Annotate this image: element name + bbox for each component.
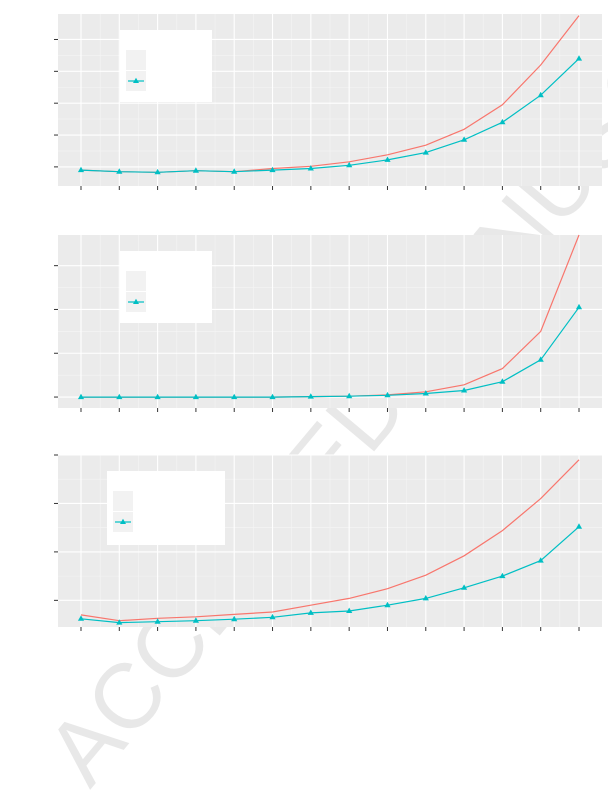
data-point-teal (231, 168, 238, 174)
data-point-teal (231, 393, 238, 400)
data-point-teal (116, 619, 123, 625)
data-point-teal (422, 390, 429, 396)
data-point-teal (499, 572, 506, 579)
series-line-teal (81, 306, 580, 398)
legend-key-teal-marker (133, 298, 139, 304)
series-line-teal (80, 58, 580, 173)
data-point-teal (192, 393, 199, 400)
data-point-teal (575, 303, 583, 310)
data-point-teal (422, 149, 429, 155)
data-point-teal (499, 378, 506, 384)
data-point-teal (575, 55, 583, 61)
data-point-teal (269, 613, 276, 620)
chart-panel-1 (54, 14, 602, 190)
data-point-teal (77, 393, 85, 400)
data-point-teal (461, 584, 468, 590)
data-point-teal (461, 136, 468, 142)
chart-panel-2 (54, 234, 602, 412)
data-point-teal (269, 393, 276, 400)
data-point-teal (154, 393, 161, 400)
data-point-teal (575, 523, 583, 529)
data-point-teal (422, 595, 429, 601)
data-point-teal (77, 615, 85, 621)
chart-panel-3 (54, 454, 602, 631)
data-point-teal (307, 165, 314, 171)
data-point-teal (346, 392, 353, 399)
data-point-teal (192, 617, 199, 623)
legend-key-teal-marker (120, 518, 126, 524)
data-point-teal (192, 167, 199, 173)
data-point-teal (461, 387, 468, 393)
legend-key-red-bg (126, 50, 146, 70)
legend-key-teal-marker (133, 77, 139, 83)
data-point-teal (154, 168, 161, 175)
data-point-teal (537, 356, 544, 362)
data-point-teal (346, 607, 353, 613)
data-point-teal (499, 118, 506, 125)
data-point-teal (77, 166, 85, 173)
chart-panels (54, 14, 602, 631)
data-point-teal (537, 557, 544, 563)
data-point-teal (307, 393, 314, 399)
data-point-teal (231, 615, 238, 622)
data-point-teal (384, 156, 391, 162)
legend-key-red-bg (113, 491, 133, 511)
data-point-teal (384, 391, 391, 398)
series-line-red (80, 459, 580, 622)
data-point-teal (269, 166, 276, 173)
legend-key-red-bg (126, 271, 146, 291)
series-line-teal (80, 526, 580, 624)
data-point-teal (154, 618, 161, 624)
data-point-teal (307, 609, 314, 615)
data-point-teal (116, 168, 123, 174)
data-point-teal (116, 393, 123, 400)
data-point-teal (384, 601, 391, 608)
data-point-teal (537, 91, 544, 98)
data-point-teal (346, 161, 353, 168)
